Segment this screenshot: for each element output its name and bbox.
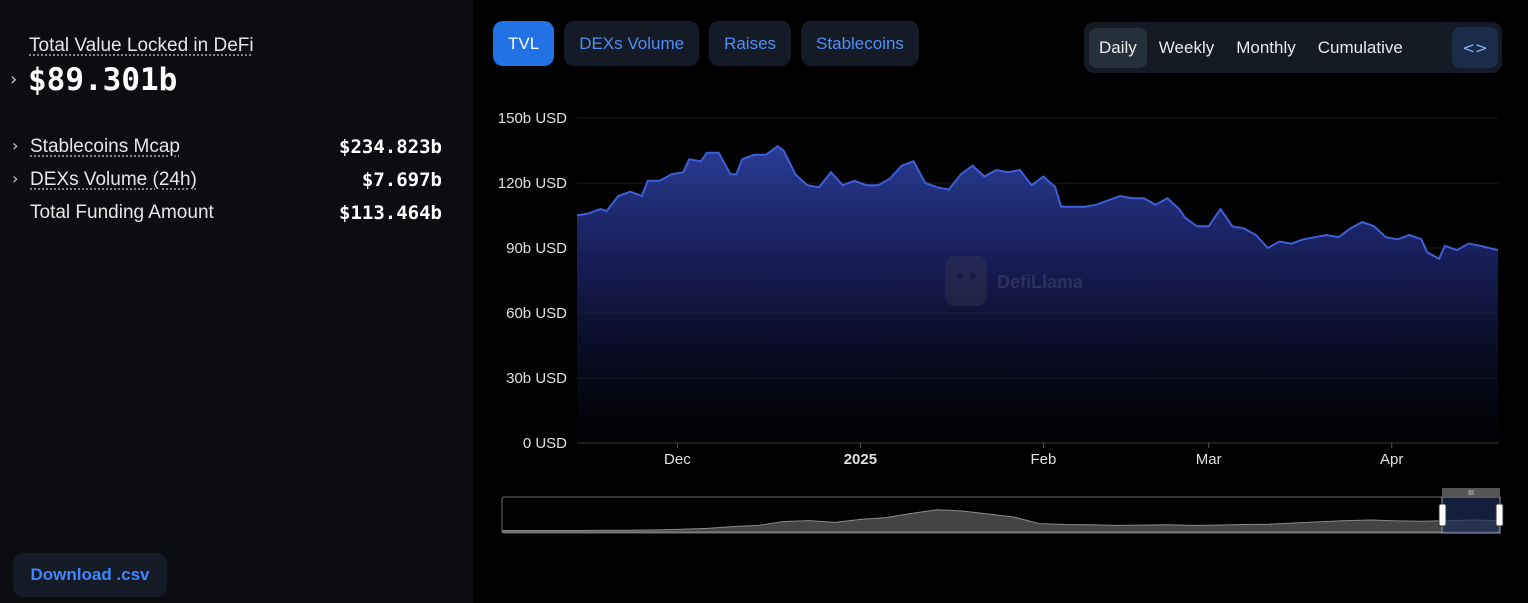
tab-stablecoins[interactable]: Stablecoins [801,21,919,66]
tab-tvl[interactable]: TVL [493,21,555,66]
tab-dexs-volume[interactable]: DEXs Volume [564,21,700,66]
period-selector: Daily Weekly Monthly Cumulative <> [1084,22,1502,73]
x-tick-label: 2025 [844,451,877,468]
y-tick-label: 60b USD [506,305,567,322]
period-cumulative-button[interactable]: Cumulative [1317,37,1403,57]
stat-value-funding: $113.464b [339,202,442,224]
stat-value-dexs-volume: $7.697b [361,169,442,191]
summary-panel: › Total Value Locked in DeFi $89.301b › … [0,0,473,603]
embed-code-button[interactable]: <> [1452,27,1498,68]
brush-overview-area [502,509,1500,533]
stat-label-stablecoins[interactable]: Stablecoins Mcap [30,136,180,157]
x-tick-label: Apr [1380,451,1403,468]
stat-value-stablecoins: $234.823b [339,136,442,158]
period-daily-button[interactable]: Daily [1089,27,1147,68]
code-icon: <> [1462,38,1488,57]
tvl-value: $89.301b [28,62,178,98]
range-brush: III [501,488,1504,534]
watermark-text: DefiLlama [997,272,1084,292]
brush-drag-bar[interactable] [1442,488,1500,497]
dexs-expand-chevron-icon[interactable]: › [12,169,19,188]
brush-frame [501,496,1501,534]
y-tick-label: 150b USD [498,110,567,127]
download-csv-button[interactable]: Download .csv [13,553,167,597]
period-weekly-button[interactable]: Weekly [1158,37,1215,57]
tvl-line [576,144,1499,261]
stat-label-dexs-volume[interactable]: DEXs Volume (24h) [30,169,197,190]
y-tick-label: 90b USD [506,240,567,257]
stat-label-funding: Total Funding Amount [30,202,214,223]
y-tick-label: 0 USD [523,435,567,452]
svg-text:III: III [1468,490,1474,497]
chart-type-tabs: TVL DEXs Volume Raises Stablecoins [493,21,919,66]
stat-row-dexs-volume: DEXs Volume (24h) $7.697b [30,168,442,192]
stablecoins-expand-chevron-icon[interactable]: › [12,136,19,155]
x-tick-label: Dec [664,451,691,468]
y-tick-label: 120b USD [498,175,567,192]
tvl-label: Total Value Locked in DeFi [29,35,254,56]
brush-selection[interactable] [1441,496,1501,534]
defillama-watermark: DefiLlama [945,256,1084,306]
brush-right-handle[interactable] [1495,503,1504,527]
y-tick-label: 30b USD [506,370,567,387]
tab-raises[interactable]: Raises [709,21,792,66]
x-tick-label: Mar [1196,451,1222,468]
llama-logo-icon [945,256,987,306]
brush-left-handle[interactable] [1438,503,1447,527]
tvl-area-fill [577,146,1498,443]
period-monthly-button[interactable]: Monthly [1236,37,1296,57]
stat-row-funding: Total Funding Amount $113.464b [30,201,442,225]
tvl-expand-chevron-icon[interactable]: › [10,69,18,90]
x-tick-label: Feb [1030,451,1056,468]
stat-row-stablecoins: Stablecoins Mcap $234.823b [30,135,442,159]
